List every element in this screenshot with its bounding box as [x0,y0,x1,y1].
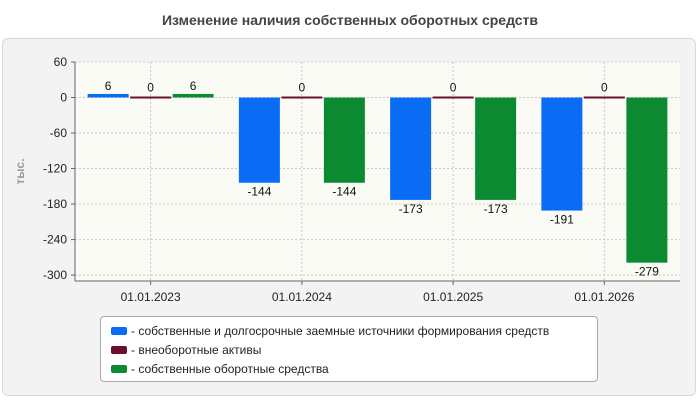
legend-label: - собственные и долгосрочные заемные ист… [131,323,550,338]
bar [238,97,280,183]
x-tick-label: 01.01.2023 [121,290,181,304]
bar [130,96,172,99]
bar [475,97,517,200]
y-tick-label: -60 [50,126,68,140]
data-label: -144 [247,185,271,199]
x-tick-label: 01.01.2026 [574,290,634,304]
chart-title: Изменение наличия собственных оборотных … [161,12,539,28]
data-label: -173 [399,202,423,216]
y-tick-label: -240 [43,233,67,247]
bar [583,96,625,99]
bar [172,93,214,98]
legend-label: - внеоборотные активы [131,342,262,357]
bar [87,93,129,98]
data-label: 6 [105,79,112,93]
y-axis-title: тыс. [13,158,27,184]
y-tick-label: 60 [54,55,68,69]
data-label: -144 [332,185,356,199]
bar [390,97,432,200]
plot-background [75,62,680,281]
bar [541,97,583,211]
data-label: -279 [635,265,659,279]
legend-item-sources: - собственные и долгосрочные заемные ист… [111,321,597,340]
legend-item-noncurrent-assets: - внеоборотные активы [111,340,597,359]
data-label: -191 [550,213,574,227]
x-tick-label: 01.01.2024 [272,290,332,304]
data-label: 0 [147,81,154,95]
data-label: -173 [484,202,508,216]
data-label: 0 [450,81,457,95]
legend: - собственные и долгосрочные заемные ист… [100,316,598,382]
y-tick-label: -300 [43,268,67,282]
legend-label: - собственные оборотные средства [131,361,329,376]
bar [626,97,668,263]
legend-swatch [111,345,127,354]
bar [432,96,474,99]
y-tick-label: 0 [60,91,67,105]
data-label: 0 [299,81,306,95]
y-tick-label: -180 [43,197,67,211]
legend-swatch [111,364,127,373]
x-tick-label: 01.01.2025 [423,290,483,304]
bar [323,97,365,183]
y-tick-label: -120 [43,162,67,176]
legend-item-working-capital: - собственные оборотные средства [111,359,597,378]
data-label: 6 [190,79,197,93]
data-label: 0 [601,81,608,95]
bar [281,96,323,99]
legend-swatch [111,326,127,335]
